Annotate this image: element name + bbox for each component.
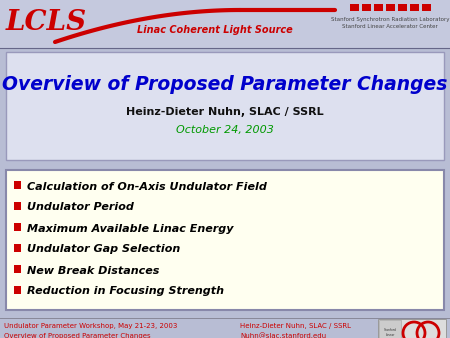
Bar — [14, 223, 21, 231]
Bar — [350, 4, 359, 11]
Text: Heinz-Dieter Nuhn, SLAC / SSRL: Heinz-Dieter Nuhn, SLAC / SSRL — [240, 323, 351, 329]
Text: Nuhn@slac.stanford.edu: Nuhn@slac.stanford.edu — [240, 333, 326, 338]
Bar — [410, 4, 419, 11]
Text: Maximum Available Linac Energy: Maximum Available Linac Energy — [27, 223, 234, 234]
Bar — [14, 244, 21, 252]
Text: October 24, 2003: October 24, 2003 — [176, 125, 274, 135]
Text: Overview of Proposed Parameter Changes: Overview of Proposed Parameter Changes — [2, 74, 448, 94]
Text: Stanford Synchrotron Radiation Laboratory: Stanford Synchrotron Radiation Laborator… — [331, 18, 449, 23]
Bar — [14, 265, 21, 273]
Bar — [14, 286, 21, 294]
Bar — [386, 4, 395, 11]
Bar — [6, 170, 444, 310]
Bar — [374, 4, 383, 11]
Bar — [398, 4, 407, 11]
Text: New Break Distances: New Break Distances — [27, 266, 159, 275]
Bar — [6, 52, 444, 160]
Bar — [422, 4, 431, 11]
Bar — [0, 0, 450, 48]
Text: Undulator Gap Selection: Undulator Gap Selection — [27, 244, 180, 255]
Text: LCLS: LCLS — [6, 9, 87, 36]
Text: Stanford Linear Accelerator Center: Stanford Linear Accelerator Center — [342, 24, 438, 29]
Text: Undulator Period: Undulator Period — [27, 202, 134, 213]
Bar — [378, 319, 446, 338]
Bar — [362, 4, 371, 11]
Text: Overview of Proposed Parameter Changes: Overview of Proposed Parameter Changes — [4, 333, 151, 338]
Bar — [379, 320, 401, 338]
Text: Undulator Parameter Workshop, May 21-23, 2003: Undulator Parameter Workshop, May 21-23,… — [4, 323, 177, 329]
Text: Stanford
Linear
Accelerator
Center: Stanford Linear Accelerator Center — [382, 328, 399, 338]
Bar — [14, 181, 21, 189]
Bar — [14, 202, 21, 210]
Text: Linac Coherent Light Source: Linac Coherent Light Source — [137, 25, 293, 35]
Text: Calculation of On-Axis Undulator Field: Calculation of On-Axis Undulator Field — [27, 182, 267, 192]
Text: Heinz-Dieter Nuhn, SLAC / SSRL: Heinz-Dieter Nuhn, SLAC / SSRL — [126, 107, 324, 117]
Text: Reduction in Focusing Strength: Reduction in Focusing Strength — [27, 287, 224, 296]
